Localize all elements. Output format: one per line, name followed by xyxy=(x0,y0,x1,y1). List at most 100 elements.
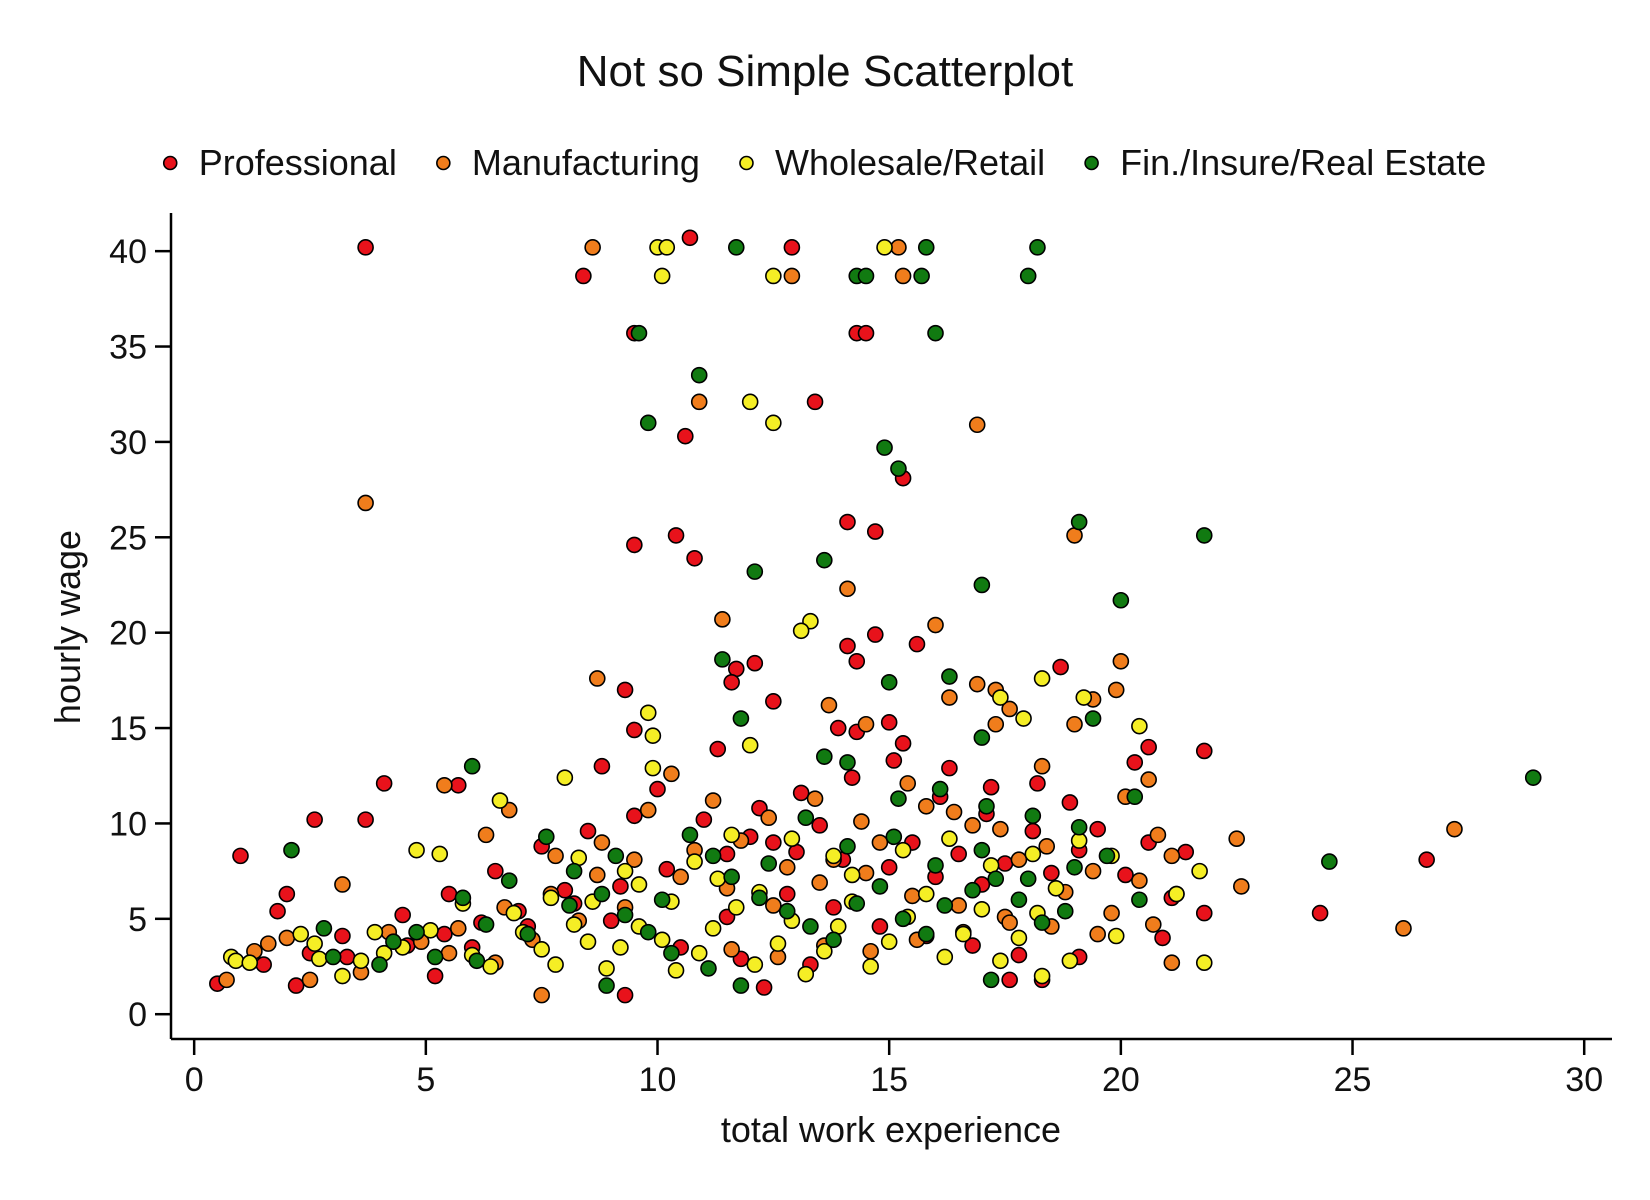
data-point xyxy=(352,952,370,970)
data-point xyxy=(723,868,740,886)
legend-label: Professional xyxy=(199,142,397,183)
data-point xyxy=(760,809,778,827)
data-point xyxy=(663,944,680,962)
data-point xyxy=(839,513,856,531)
data-point xyxy=(950,897,967,914)
data-point xyxy=(653,891,671,909)
data-point xyxy=(908,635,926,653)
data-point xyxy=(426,948,444,966)
data-point xyxy=(880,673,898,691)
data-point xyxy=(917,925,935,943)
data-point xyxy=(1033,670,1051,687)
data-point xyxy=(598,960,615,977)
series xyxy=(209,229,1435,1004)
data-point xyxy=(301,971,319,989)
data-point xyxy=(1177,843,1195,861)
data-point xyxy=(1131,891,1148,909)
data-point xyxy=(639,704,657,722)
data-point xyxy=(575,267,592,285)
data-point xyxy=(927,857,944,874)
data-point xyxy=(616,681,634,699)
data-point xyxy=(904,887,921,905)
data-point xyxy=(880,714,898,731)
data-point xyxy=(1195,904,1213,922)
data-point xyxy=(626,807,643,825)
data-point xyxy=(1131,872,1148,889)
data-point xyxy=(802,918,819,935)
data-point xyxy=(690,366,708,384)
data-point xyxy=(927,616,944,634)
data-point xyxy=(825,847,842,865)
data-point xyxy=(1195,527,1213,544)
data-point xyxy=(885,828,903,846)
y-tick-label: 5 xyxy=(128,901,147,939)
data-point xyxy=(848,895,866,912)
data-point xyxy=(765,414,782,432)
data-point xyxy=(913,267,930,285)
data-point xyxy=(1061,952,1079,970)
data-point xyxy=(1010,851,1028,868)
data-point xyxy=(765,267,782,285)
data-point xyxy=(797,965,815,983)
axes xyxy=(169,213,1612,1041)
data-point xyxy=(816,551,833,569)
data-point xyxy=(1311,904,1329,922)
data-point xyxy=(727,899,745,916)
data-point xyxy=(714,611,731,628)
data-point xyxy=(718,845,736,863)
data-point xyxy=(639,923,657,941)
data-point xyxy=(746,563,764,580)
data-point xyxy=(778,885,796,903)
data-point xyxy=(547,847,564,865)
data-point xyxy=(1070,513,1088,531)
data-point xyxy=(825,899,842,916)
data-point xyxy=(626,851,643,868)
data-point xyxy=(218,971,235,989)
data-point xyxy=(686,549,703,567)
data-point xyxy=(936,948,954,966)
y-axis-label: hourly wage xyxy=(47,530,88,724)
data-point xyxy=(287,977,305,994)
data-point xyxy=(871,918,889,935)
data-point xyxy=(626,536,643,554)
data-point xyxy=(1233,878,1250,895)
data-point xyxy=(1163,847,1181,865)
data-point xyxy=(1043,864,1060,882)
data-point xyxy=(1117,866,1134,884)
data-point xyxy=(778,902,796,920)
data-point xyxy=(765,834,782,851)
data-point xyxy=(1103,904,1120,922)
data-point xyxy=(602,912,620,930)
data-point xyxy=(1066,715,1083,733)
data-point xyxy=(310,950,328,968)
data-point xyxy=(917,239,935,256)
data-point xyxy=(973,576,991,594)
x-ticks: 0 5 10 15 20 25 30 xyxy=(185,1039,1603,1099)
data-point xyxy=(806,393,824,411)
data-point xyxy=(547,956,564,973)
data-point xyxy=(820,696,838,714)
data-point xyxy=(357,239,374,256)
data-point xyxy=(783,267,801,285)
data-point xyxy=(426,967,444,985)
data-point xyxy=(1089,820,1106,838)
data-point xyxy=(987,715,1005,733)
legend-label: Fin./Insure/Real Estate xyxy=(1120,142,1486,183)
data-point xyxy=(538,828,555,846)
data-point xyxy=(278,885,296,903)
data-point xyxy=(1228,830,1245,847)
data-point xyxy=(866,626,884,643)
y-tick-label: 30 xyxy=(109,424,147,462)
data-point xyxy=(556,881,574,899)
data-point xyxy=(839,754,856,771)
data-point xyxy=(1140,771,1157,788)
data-point xyxy=(871,878,889,895)
data-point xyxy=(839,580,856,598)
data-point xyxy=(765,693,782,710)
data-point xyxy=(1084,862,1102,880)
data-point xyxy=(1098,847,1116,865)
data-point xyxy=(449,776,467,794)
x-tick-label: 30 xyxy=(1565,1061,1603,1099)
data-point xyxy=(741,736,759,754)
